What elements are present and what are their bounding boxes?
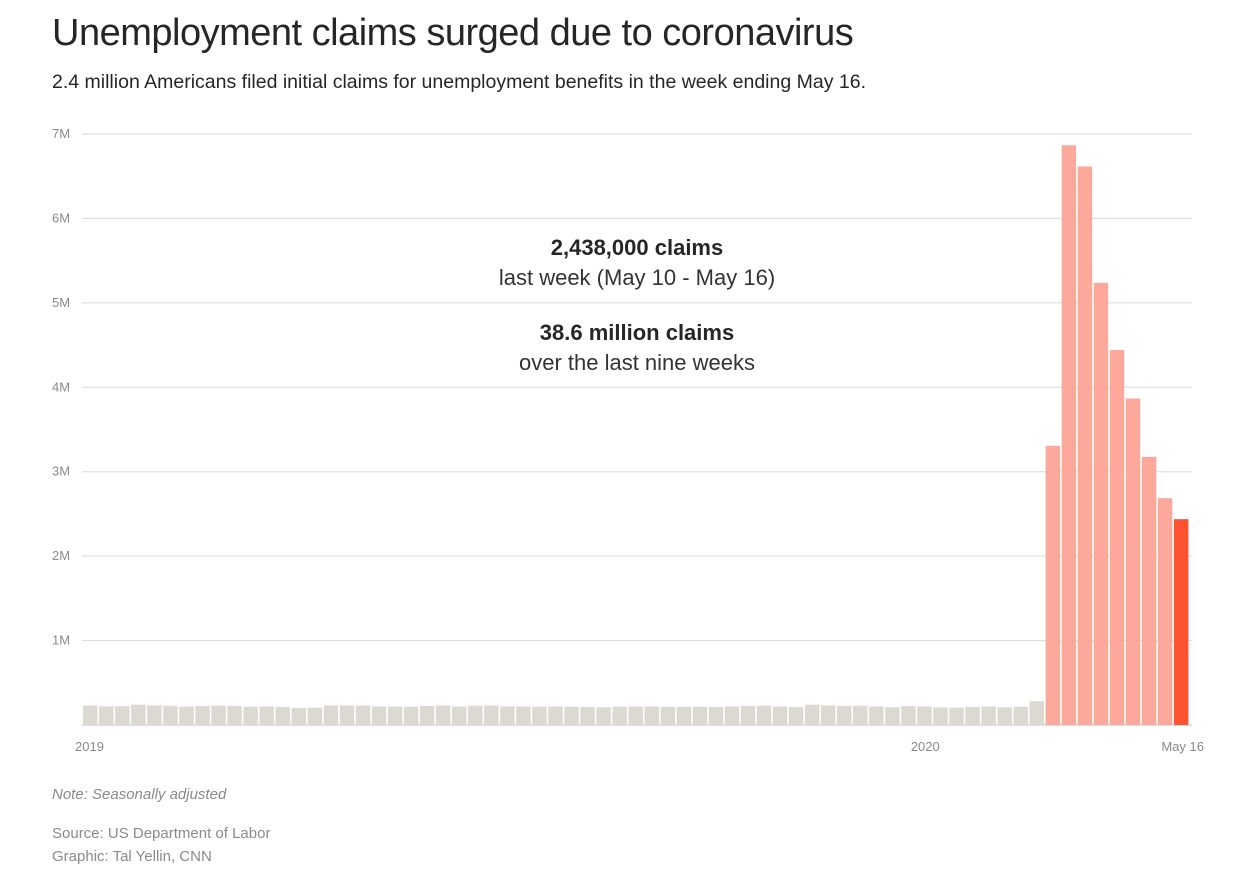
bar <box>644 706 659 725</box>
bar <box>837 705 852 725</box>
bar <box>1125 398 1141 725</box>
bar <box>179 706 194 725</box>
bar <box>115 706 130 725</box>
bar <box>660 706 676 725</box>
bar <box>99 706 114 725</box>
bar <box>564 706 579 725</box>
bar-latest-week <box>1173 519 1189 725</box>
bar <box>949 707 964 725</box>
bar <box>323 705 339 725</box>
y-tick-label: 2M <box>52 548 70 563</box>
annotation-total-value: 38.6 million claims <box>540 320 734 345</box>
bar <box>403 706 419 725</box>
y-tick-label: 3M <box>52 464 70 479</box>
bar <box>419 706 435 725</box>
bar <box>435 705 451 725</box>
bar <box>387 706 403 725</box>
bar <box>371 706 387 725</box>
bar <box>259 706 274 725</box>
bar <box>804 704 820 725</box>
chart-title: Unemployment claims surged due to corona… <box>52 12 854 54</box>
y-tick-label: 1M <box>52 633 70 648</box>
bar <box>933 707 948 725</box>
bar <box>1061 145 1077 726</box>
chart-subtitle: 2.4 million Americans filed initial clai… <box>52 71 866 93</box>
bar <box>275 706 290 725</box>
bar <box>468 705 483 725</box>
bar <box>1157 498 1173 725</box>
bar <box>724 706 740 725</box>
bar <box>756 705 772 725</box>
bar <box>612 706 627 725</box>
bar <box>532 706 547 725</box>
bar <box>243 706 258 725</box>
bar <box>628 706 643 725</box>
y-tick-label: 6M <box>52 210 70 225</box>
bar <box>997 707 1012 725</box>
bar <box>1013 706 1028 725</box>
gridlines <box>82 133 1192 726</box>
bar <box>1141 456 1157 725</box>
annotation-last-week: 2,438,000 claims last week (May 10 - May… <box>499 235 775 290</box>
x-axis-labels: 2019 2020 May 16 <box>75 739 1204 754</box>
bar <box>772 706 788 725</box>
bar <box>788 707 804 725</box>
bar <box>195 706 210 725</box>
bar <box>548 706 563 725</box>
bar <box>885 707 900 725</box>
bar <box>291 707 307 725</box>
bar <box>676 706 692 725</box>
bar <box>981 706 996 725</box>
bar <box>500 706 515 725</box>
bar <box>1045 445 1061 725</box>
y-tick-label: 7M <box>52 126 70 141</box>
bar <box>227 705 242 725</box>
bar <box>147 705 162 725</box>
note: Note: Seasonally adjusted <box>52 786 227 803</box>
bar <box>516 706 531 725</box>
bars <box>83 145 1189 726</box>
bar <box>1077 166 1093 725</box>
bar <box>131 704 146 725</box>
annotation-last-week-value: 2,438,000 claims <box>551 235 723 260</box>
bar <box>853 705 868 725</box>
bar <box>452 706 467 725</box>
bar <box>917 706 932 725</box>
x-tick-label: May 16 <box>1161 739 1204 754</box>
bar <box>708 706 724 725</box>
annotation-total: 38.6 million claims over the last nine w… <box>519 320 755 375</box>
bar <box>355 705 371 725</box>
bar <box>596 707 611 725</box>
bar <box>740 705 756 725</box>
bar <box>211 705 226 725</box>
bar <box>83 705 98 725</box>
bar <box>163 705 178 725</box>
y-tick-label: 5M <box>52 295 70 310</box>
bar <box>965 706 980 725</box>
bar <box>484 705 499 725</box>
bar <box>1029 701 1045 725</box>
graphic-credit: Graphic: Tal Yellin, CNN <box>52 848 212 865</box>
x-tick-label: 2020 <box>911 739 940 754</box>
annotation-last-week-label: last week (May 10 - May 16) <box>499 265 775 290</box>
y-axis-labels: 1M 2M 3M 4M 5M 6M 7M <box>52 126 70 648</box>
bar-chart: 1M 2M 3M 4M 5M 6M 7M 2019 2020 May 16 2,438,000 … <box>52 126 1204 754</box>
bar <box>307 707 323 725</box>
y-tick-label: 4M <box>52 379 70 394</box>
bar <box>692 706 708 725</box>
bar <box>901 706 916 725</box>
bar <box>580 706 595 725</box>
bar <box>821 705 836 725</box>
bar <box>339 705 355 725</box>
bar <box>1093 282 1109 725</box>
bar <box>869 706 884 725</box>
source-credit: Source: US Department of Labor <box>52 825 271 842</box>
x-tick-label: 2019 <box>75 739 104 754</box>
annotation-total-label: over the last nine weeks <box>519 350 755 375</box>
bar <box>1109 349 1125 725</box>
